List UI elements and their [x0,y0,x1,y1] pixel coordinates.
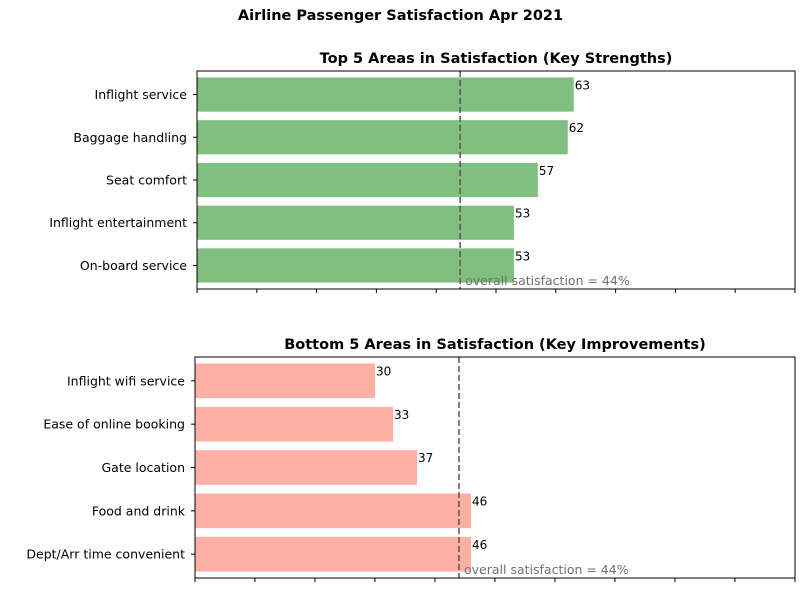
reference-line-label: overall satisfaction = 44% [465,273,630,288]
figure-title: Airline Passenger Satisfaction Apr 2021 [237,8,564,24]
bar [195,363,375,399]
value-label: 37 [418,451,433,465]
category-label: Inflight wifi service [67,373,185,388]
bar [195,493,471,529]
category-label: Ease of online booking [43,417,185,432]
bar [197,248,514,283]
panel-top-strengths: Top 5 Areas in Satisfaction (Key Strengt… [49,51,796,293]
bar [197,77,574,112]
category-label: Baggage handling [73,130,187,145]
bar [197,205,514,240]
value-label: 53 [515,207,530,221]
panel-bottom-improvements: Bottom 5 Areas in Satisfaction (Key Impr… [26,337,796,582]
category-label: Gate location [101,460,185,475]
panel-title: Bottom 5 Areas in Satisfaction (Key Impr… [284,337,706,353]
bar [195,536,471,572]
category-label: Food and drink [92,503,186,518]
value-label: 46 [472,538,487,552]
value-label: 30 [376,365,391,379]
bar [197,162,538,198]
category-label: Inflight service [95,87,188,102]
value-label: 62 [569,121,584,135]
category-label: Dept/Arr time convenient [26,547,185,562]
category-label: On-board service [80,258,187,273]
bar [195,406,393,442]
category-label: Inflight entertainment [49,215,187,230]
bar [195,450,417,485]
value-label: 33 [394,408,409,422]
value-label: 46 [472,495,487,509]
category-label: Seat comfort [106,173,187,188]
reference-line-label: overall satisfaction = 44% [464,562,629,577]
value-label: 53 [515,249,530,263]
panel-title: Top 5 Areas in Satisfaction (Key Strengt… [320,51,673,67]
bar [197,120,568,155]
value-label: 63 [575,78,590,92]
value-label: 57 [539,164,554,178]
